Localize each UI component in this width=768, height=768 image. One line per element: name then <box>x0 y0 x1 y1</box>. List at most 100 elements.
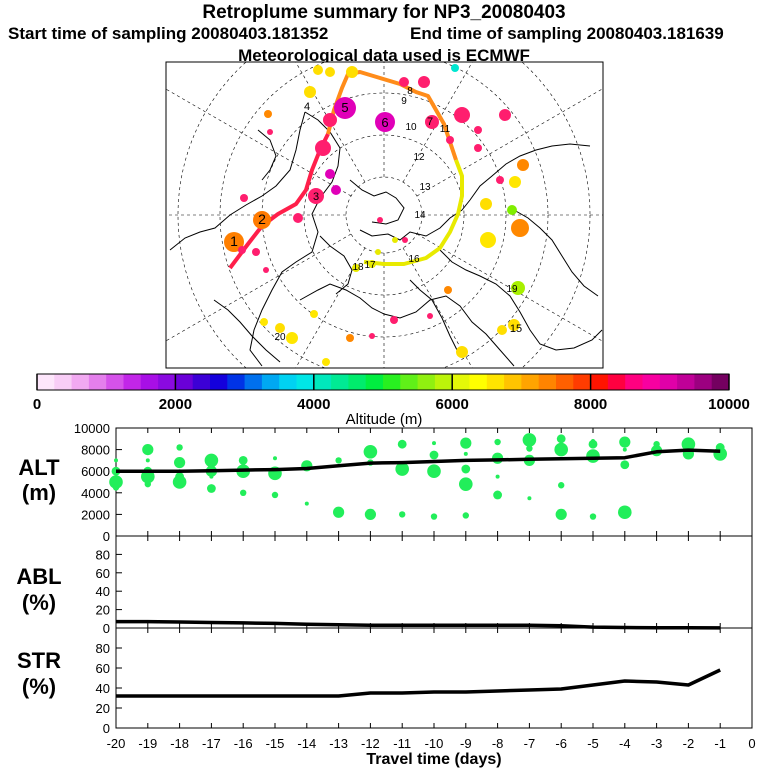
map-cluster <box>474 144 482 152</box>
map-trajectory-number: 5 <box>341 100 348 115</box>
map-cluster <box>260 318 268 326</box>
map-cluster <box>499 109 511 121</box>
colorbar-swatch <box>417 374 436 390</box>
altitude-cluster-point <box>141 469 155 484</box>
y-tick-label: 60 <box>96 566 110 581</box>
x-tick-label: -11 <box>393 736 411 751</box>
map-cluster <box>399 77 409 87</box>
coastline <box>359 143 591 241</box>
map-cluster <box>511 281 525 295</box>
colorbar-swatch <box>244 374 263 390</box>
map-cluster <box>480 232 496 248</box>
colorbar-swatch <box>261 374 280 390</box>
colorbar-swatch <box>625 374 643 390</box>
colorbar-swatch <box>383 374 401 390</box>
colorbar-swatch <box>210 374 228 390</box>
colorbar-swatch <box>140 374 159 390</box>
altitude-cluster-point <box>618 505 632 520</box>
map-trajectory-number: 3 <box>313 191 319 203</box>
map-trajectory-number: 1 <box>230 233 238 249</box>
colorbar-swatch <box>504 374 522 390</box>
plume-segment-late <box>363 159 464 266</box>
altitude-cluster-point <box>527 496 532 501</box>
meridian-line <box>166 88 352 197</box>
map-cluster <box>480 198 492 210</box>
colorbar-label: Altitude (m) <box>346 411 423 428</box>
colorbar-swatch <box>365 374 384 390</box>
altitude-cluster-point <box>174 456 186 469</box>
altitude-cluster-point <box>460 437 472 449</box>
coastline <box>409 279 459 353</box>
x-tick-label: -20 <box>107 736 126 751</box>
panel-ylabel: (%) <box>22 590 56 615</box>
map-cluster <box>304 86 316 98</box>
colorbar-swatch <box>538 374 557 390</box>
map-cluster <box>331 185 341 195</box>
coastline <box>319 235 353 295</box>
x-tick-label: -7 <box>524 736 536 751</box>
x-tick-label: -8 <box>492 736 504 751</box>
series-line-alt <box>116 448 721 473</box>
colorbar-tick-label: 8000 <box>574 396 607 413</box>
y-tick-label: 80 <box>96 641 110 656</box>
map-coastlines <box>169 111 603 367</box>
colorbar-swatch <box>331 374 349 390</box>
x-tick-label: -2 <box>683 736 695 751</box>
map-cluster <box>508 319 520 331</box>
coastline <box>299 283 515 367</box>
altitude-cluster-point <box>397 439 407 449</box>
altitude-cluster-point <box>556 434 566 444</box>
map-trajectory-number: 20 <box>274 332 286 343</box>
x-axis-label: Travel time (days) <box>366 751 501 768</box>
altitude-cluster-point <box>172 475 187 489</box>
coastline <box>169 111 306 251</box>
altitude-cluster-point <box>459 477 473 491</box>
altitude-cluster-point <box>273 456 277 461</box>
panel-frame <box>115 627 753 729</box>
map-cluster <box>369 333 375 339</box>
panel-ylabel: ALT <box>18 455 60 480</box>
map-trajectory-number: 7 <box>427 116 433 128</box>
altitude-cluster-point <box>176 444 183 451</box>
x-tick-label: -5 <box>587 736 599 751</box>
map-cluster <box>286 332 298 344</box>
map-cluster <box>240 194 248 202</box>
colorbar-swatch <box>556 374 574 390</box>
colorbar-swatch <box>296 374 315 390</box>
meridian-line <box>402 62 473 183</box>
panel-ylabel: STR <box>17 648 61 673</box>
altitude-cluster-point <box>554 442 568 457</box>
map-cluster <box>375 112 395 132</box>
map-cluster <box>275 323 285 333</box>
altitude-cluster-point <box>432 441 436 446</box>
altitude-cluster-point <box>555 508 567 520</box>
colorbar-swatch <box>486 374 505 390</box>
y-tick-label: 20 <box>96 701 110 716</box>
map-trajectory-number: 6 <box>381 115 388 130</box>
meridian-line <box>402 247 473 368</box>
panel-abl: 0 20 40 60 80 ABL(%) <box>16 535 753 636</box>
map-cluster <box>264 110 272 118</box>
map-cluster <box>496 176 504 184</box>
y-tick-label: 0 <box>103 621 110 636</box>
colorbar-swatch <box>175 374 194 390</box>
colorbar-swatch <box>54 374 72 390</box>
y-tick-label: 0 <box>103 721 110 736</box>
map-cluster <box>446 136 454 144</box>
map-trajectory-number: 2 <box>258 211 266 227</box>
x-tick-label: -6 <box>555 736 567 751</box>
colorbar-swatch <box>434 374 453 390</box>
colorbar-tick-label: 10000 <box>708 396 750 413</box>
altitude-cluster-point <box>145 458 150 463</box>
map-cluster <box>427 313 433 319</box>
altitude-cluster-point <box>586 449 600 463</box>
altitude-cluster-point <box>588 439 598 449</box>
colorbar-swatch <box>607 374 626 390</box>
map-cluster <box>315 140 331 156</box>
altitude-cluster-point <box>462 512 469 519</box>
map-trajectory-number: 9 <box>401 96 407 107</box>
map-cluster <box>511 219 529 237</box>
map-cluster <box>238 246 246 254</box>
map-cluster <box>517 159 529 171</box>
colorbar-swatch <box>313 374 332 390</box>
